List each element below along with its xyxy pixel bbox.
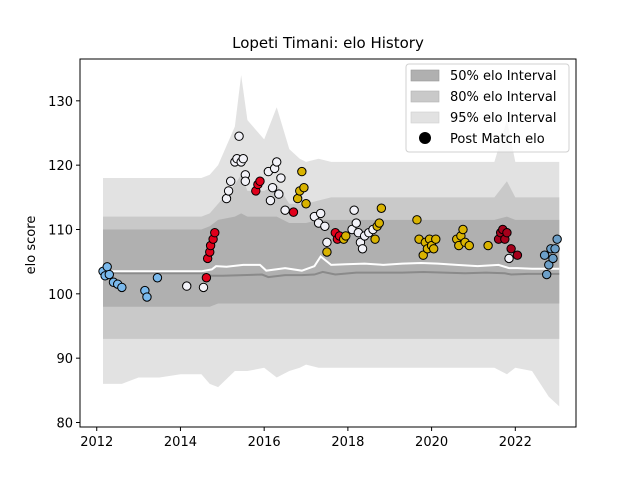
- data-point-17-5: [550, 244, 560, 254]
- legend-label-post-match: Post Match elo: [450, 132, 545, 147]
- legend-swatch-95: [410, 111, 440, 124]
- legend-label-80: 80% elo Interval: [450, 90, 557, 105]
- data-point-17-0: [539, 250, 550, 260]
- data-point-17-6: [552, 234, 562, 244]
- y-tick-label-1: 90: [56, 352, 73, 367]
- data-point-15-4: [502, 228, 512, 238]
- data-point-17-4: [548, 253, 558, 264]
- data-point-5-6: [276, 173, 286, 183]
- data-point-13-3: [376, 203, 387, 213]
- x-tick-label-0: 2012: [80, 435, 113, 450]
- data-point-8-2: [315, 208, 326, 219]
- legend-swatch-50: [410, 69, 440, 82]
- data-point-0-9: [152, 273, 163, 283]
- data-point-5-2: [267, 182, 278, 193]
- x-tick-label-4: 2020: [415, 435, 448, 450]
- legend-label-50: 50% elo Interval: [450, 69, 557, 84]
- data-point-8-3: [320, 221, 330, 231]
- data-point-5-5: [274, 189, 284, 199]
- data-point-5-4: [272, 157, 282, 167]
- data-point-16-0: [504, 253, 514, 264]
- x-tick-label-1: 2014: [164, 435, 197, 450]
- data-point-7-2: [297, 166, 307, 177]
- data-point-7-0: [292, 193, 303, 204]
- data-point-12-5: [357, 244, 368, 254]
- x-tick-label-3: 2018: [331, 435, 364, 450]
- data-point-17-1: [542, 269, 552, 280]
- data-point-13-0: [370, 234, 380, 244]
- data-point-5-1: [265, 195, 276, 206]
- data-point-12-2: [351, 218, 361, 228]
- data-point-4-2: [255, 176, 265, 186]
- data-point-9-0: [322, 247, 332, 257]
- data-point-1-1: [198, 282, 209, 293]
- data-point-6-0: [288, 207, 299, 217]
- data-point-3-5: [234, 131, 244, 141]
- legend-marker-post-match: [419, 132, 431, 144]
- data-point-13-2: [374, 218, 384, 228]
- data-point-15-6: [512, 250, 523, 260]
- data-point-2-5: [210, 228, 220, 238]
- data-point-3-0: [221, 193, 232, 204]
- legend-swatch-80: [410, 90, 440, 103]
- data-point-7-3: [299, 182, 309, 193]
- y-axis-label: elo score: [24, 216, 39, 275]
- data-point-15-5: [506, 244, 516, 254]
- data-point-14-0: [412, 215, 422, 225]
- data-point-3-7: [238, 154, 248, 164]
- y-tick-label-0: 80: [56, 416, 73, 431]
- y-tick-label-2: 100: [48, 288, 73, 303]
- data-point-3-2: [225, 176, 236, 186]
- data-point-0-8: [142, 292, 152, 302]
- data-point-14-7: [428, 244, 439, 254]
- data-point-0-3: [104, 269, 114, 280]
- data-point-5-7: [280, 205, 290, 215]
- chart-title: Lopeti Timani: elo History: [232, 34, 424, 52]
- data-point-14-15: [483, 240, 493, 251]
- data-point-0-6: [117, 282, 127, 293]
- legend-label-95: 95% elo Interval: [450, 111, 557, 126]
- y-tick-label-5: 130: [48, 95, 73, 110]
- data-point-2-0: [201, 273, 212, 283]
- data-point-14-14: [464, 240, 474, 251]
- x-tick-label-5: 2022: [499, 435, 532, 450]
- axes-frame: [79, 58, 577, 428]
- y-tick-label-4: 120: [48, 159, 73, 174]
- data-point-3-1: [223, 186, 234, 196]
- data-point-3-9: [240, 176, 251, 186]
- data-point-17-2: [544, 260, 554, 270]
- data-point-12-1: [349, 205, 359, 215]
- median-elo-line: [103, 255, 560, 273]
- lower-elo-line: [102, 270, 560, 279]
- data-point-14-2: [418, 250, 428, 260]
- data-point-1-0: [182, 281, 192, 291]
- data-point-8-4: [322, 237, 332, 248]
- y-tick-label-3: 110: [48, 223, 73, 238]
- data-point-7-4: [301, 199, 311, 209]
- legend: 50% elo Interval 80% elo Interval 95% el…: [405, 63, 570, 153]
- x-tick-label-2: 2016: [248, 435, 281, 450]
- data-point-11-1: [341, 231, 351, 241]
- plot-area: 2012 2014 2016 2018 2020 2022 80 90 100 110 120 130: [48, 58, 577, 450]
- data-point-14-12: [458, 224, 468, 235]
- legend-box: [405, 63, 570, 153]
- data-point-14-8: [431, 234, 441, 244]
- data-point-0-2: [102, 262, 112, 272]
